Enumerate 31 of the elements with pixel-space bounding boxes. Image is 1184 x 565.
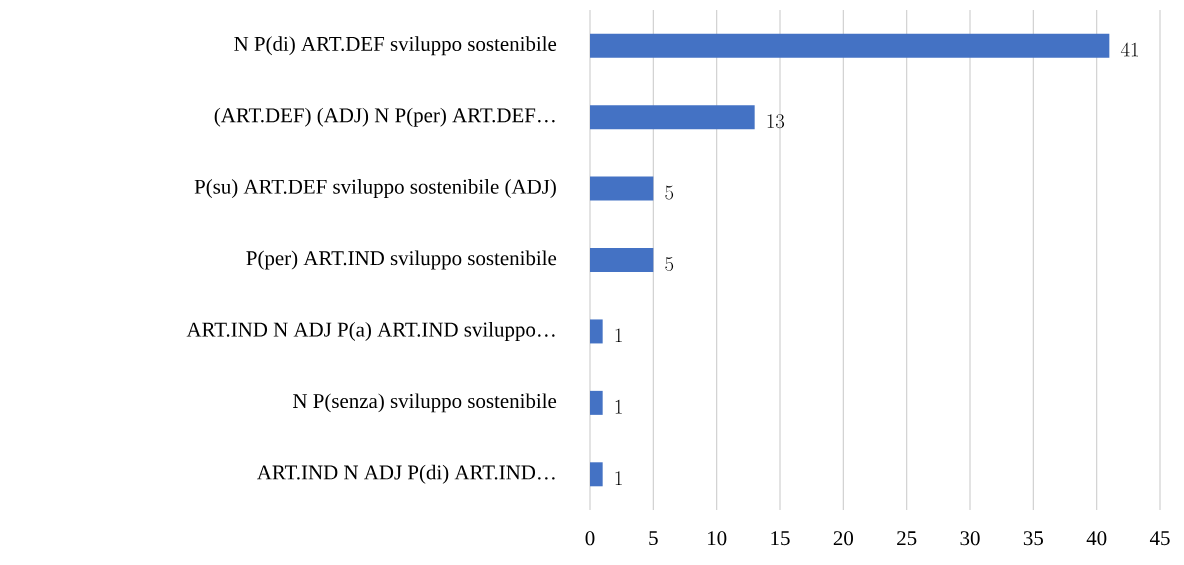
bar <box>590 105 755 130</box>
data-label: 1 <box>615 471 622 485</box>
x-tick-label: 0 <box>585 531 595 546</box>
data-label: 13 <box>767 114 785 129</box>
bar <box>590 248 654 273</box>
x-tick-label: 20 <box>833 531 854 546</box>
y-tick-label: N P(di) ART.DEF sviluppo sostenibile <box>234 36 557 56</box>
x-tick-label: 35 <box>1023 531 1043 546</box>
bar <box>590 390 603 415</box>
x-tick-label: 25 <box>897 531 917 546</box>
bar <box>590 462 603 487</box>
bar <box>590 176 654 201</box>
x-tick-label: 10 <box>708 531 727 546</box>
data-label: 41 <box>1120 42 1138 57</box>
x-tick-label: 30 <box>960 531 980 546</box>
x-tick-label: 5 <box>649 531 658 546</box>
bar <box>590 319 603 344</box>
data-label: 1 <box>615 328 622 343</box>
x-tick-label: 40 <box>1086 531 1107 546</box>
data-label: 5 <box>665 185 674 200</box>
y-tick-label: P(per) ART.IND sviluppo sostenibile <box>246 250 557 270</box>
y-tick-label: ART.IND N ADJ P(a) ART.IND sviluppo… <box>186 321 555 341</box>
y-tick-label: N P(senza) sviluppo sostenibile <box>293 393 557 413</box>
y-tick-label: ART.IND N ADJ P(di) ART.IND… <box>256 464 555 484</box>
bar <box>590 33 1110 58</box>
data-label: 5 <box>665 257 674 271</box>
x-tick-label: 15 <box>771 531 790 546</box>
y-tick-label: P(su) ART.DEF sviluppo sostenibile (ADJ) <box>194 179 556 199</box>
y-tick-label: (ART.DEF) (ADJ) N P(per) ART.DEF… <box>214 107 555 127</box>
x-tick-label: 45 <box>1149 531 1170 546</box>
data-label: 1 <box>615 399 622 414</box>
